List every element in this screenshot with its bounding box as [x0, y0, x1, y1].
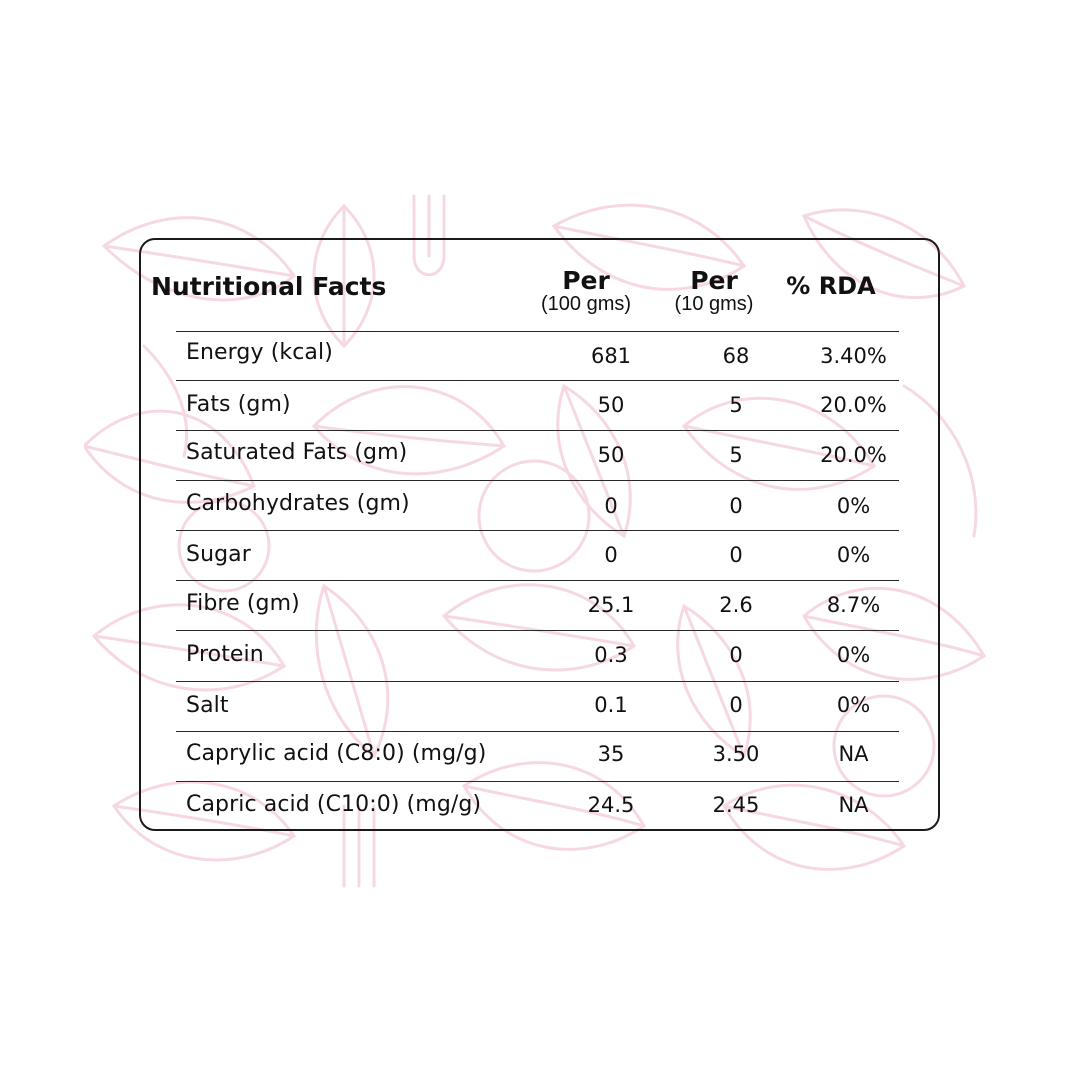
table-row: Carbohydrates (gm) 0 0 0% [176, 480, 899, 530]
row-rda: 20.0% [820, 393, 887, 417]
row-rda: 20.0% [820, 443, 887, 467]
table-row: Capric acid (C10:0) (mg/g) 24.5 2.45 NA [176, 781, 899, 831]
row-rda: 0% [836, 494, 871, 518]
row-divider [176, 380, 899, 381]
row-per-10: 5 [729, 443, 743, 467]
row-label: Saturated Fats (gm) [186, 440, 408, 465]
header-per-10-label: Per [690, 266, 738, 295]
row-label: Sugar [186, 542, 251, 567]
table-row: Sugar 0 0 0% [176, 530, 899, 580]
background-leaf-pattern [84, 186, 996, 892]
header-rda-label: % RDA [786, 272, 876, 300]
header-per-100-label: Per [562, 266, 610, 295]
table-row: Saturated Fats (gm) 50 5 20.0% [176, 430, 899, 480]
row-per-10: 0 [729, 543, 743, 567]
row-label: Capric acid (C10:0) (mg/g) [186, 792, 482, 817]
row-per-10: 0 [729, 643, 743, 667]
row-per-10: 0 [729, 693, 743, 717]
row-per-100: 0 [604, 543, 618, 567]
row-rda: 8.7% [826, 593, 881, 617]
row-per-100: 50 [597, 393, 625, 417]
row-label: Caprylic acid (C8:0) (mg/g) [186, 741, 487, 766]
row-label: Fats (gm) [186, 392, 291, 417]
row-divider [176, 530, 899, 531]
row-divider [176, 331, 899, 332]
row-divider [176, 681, 899, 682]
row-label: Salt [186, 693, 229, 718]
row-per-100: 0.3 [594, 643, 628, 667]
row-divider [176, 430, 899, 431]
row-per-100: 0.1 [594, 693, 628, 717]
row-rda: 0% [836, 693, 871, 717]
row-per-10: 3.50 [712, 742, 760, 766]
table-row: Protein 0.3 0 0% [176, 630, 899, 680]
row-rda: 0% [836, 543, 871, 567]
row-per-100: 25.1 [587, 593, 635, 617]
row-divider [176, 580, 899, 581]
row-per-10: 0 [729, 494, 743, 518]
row-per-100: 24.5 [587, 793, 635, 817]
row-rda: NA [838, 793, 869, 817]
row-label: Protein [186, 642, 264, 667]
leaf-pattern-icon [84, 194, 986, 888]
header-per-10-unit: (10 gms) [674, 293, 754, 315]
row-divider [176, 781, 899, 782]
row-rda: 3.40% [820, 344, 887, 368]
row-per-10: 2.45 [712, 793, 760, 817]
row-label: Fibre (gm) [186, 591, 300, 616]
row-rda: 0% [836, 643, 871, 667]
row-per-100: 681 [590, 344, 632, 368]
row-label: Energy (kcal) [186, 340, 333, 365]
row-per-10: 5 [729, 393, 743, 417]
table-row: Fibre (gm) 25.1 2.6 8.7% [176, 580, 899, 630]
row-rda: NA [838, 742, 869, 766]
row-per-10: 68 [722, 344, 750, 368]
table-title: Nutritional Facts [151, 272, 387, 301]
table-row: Caprylic acid (C8:0) (mg/g) 35 3.50 NA [176, 731, 899, 781]
row-per-10: 2.6 [719, 593, 753, 617]
header-per-100-unit: (100 gms) [540, 293, 632, 315]
row-divider [176, 630, 899, 631]
row-label: Carbohydrates (gm) [186, 491, 410, 516]
row-per-100: 35 [597, 742, 625, 766]
row-per-100: 0 [604, 494, 618, 518]
row-per-100: 50 [597, 443, 625, 467]
table-row: Fats (gm) 50 5 20.0% [176, 380, 899, 430]
table-row: Salt 0.1 0 0% [176, 681, 899, 731]
row-divider [176, 480, 899, 481]
table-row: Energy (kcal) 681 68 3.40% [176, 331, 899, 381]
nutrition-facts-card: Nutritional Facts Per (100 gms) Per (10 … [139, 238, 940, 831]
row-divider [176, 731, 899, 732]
